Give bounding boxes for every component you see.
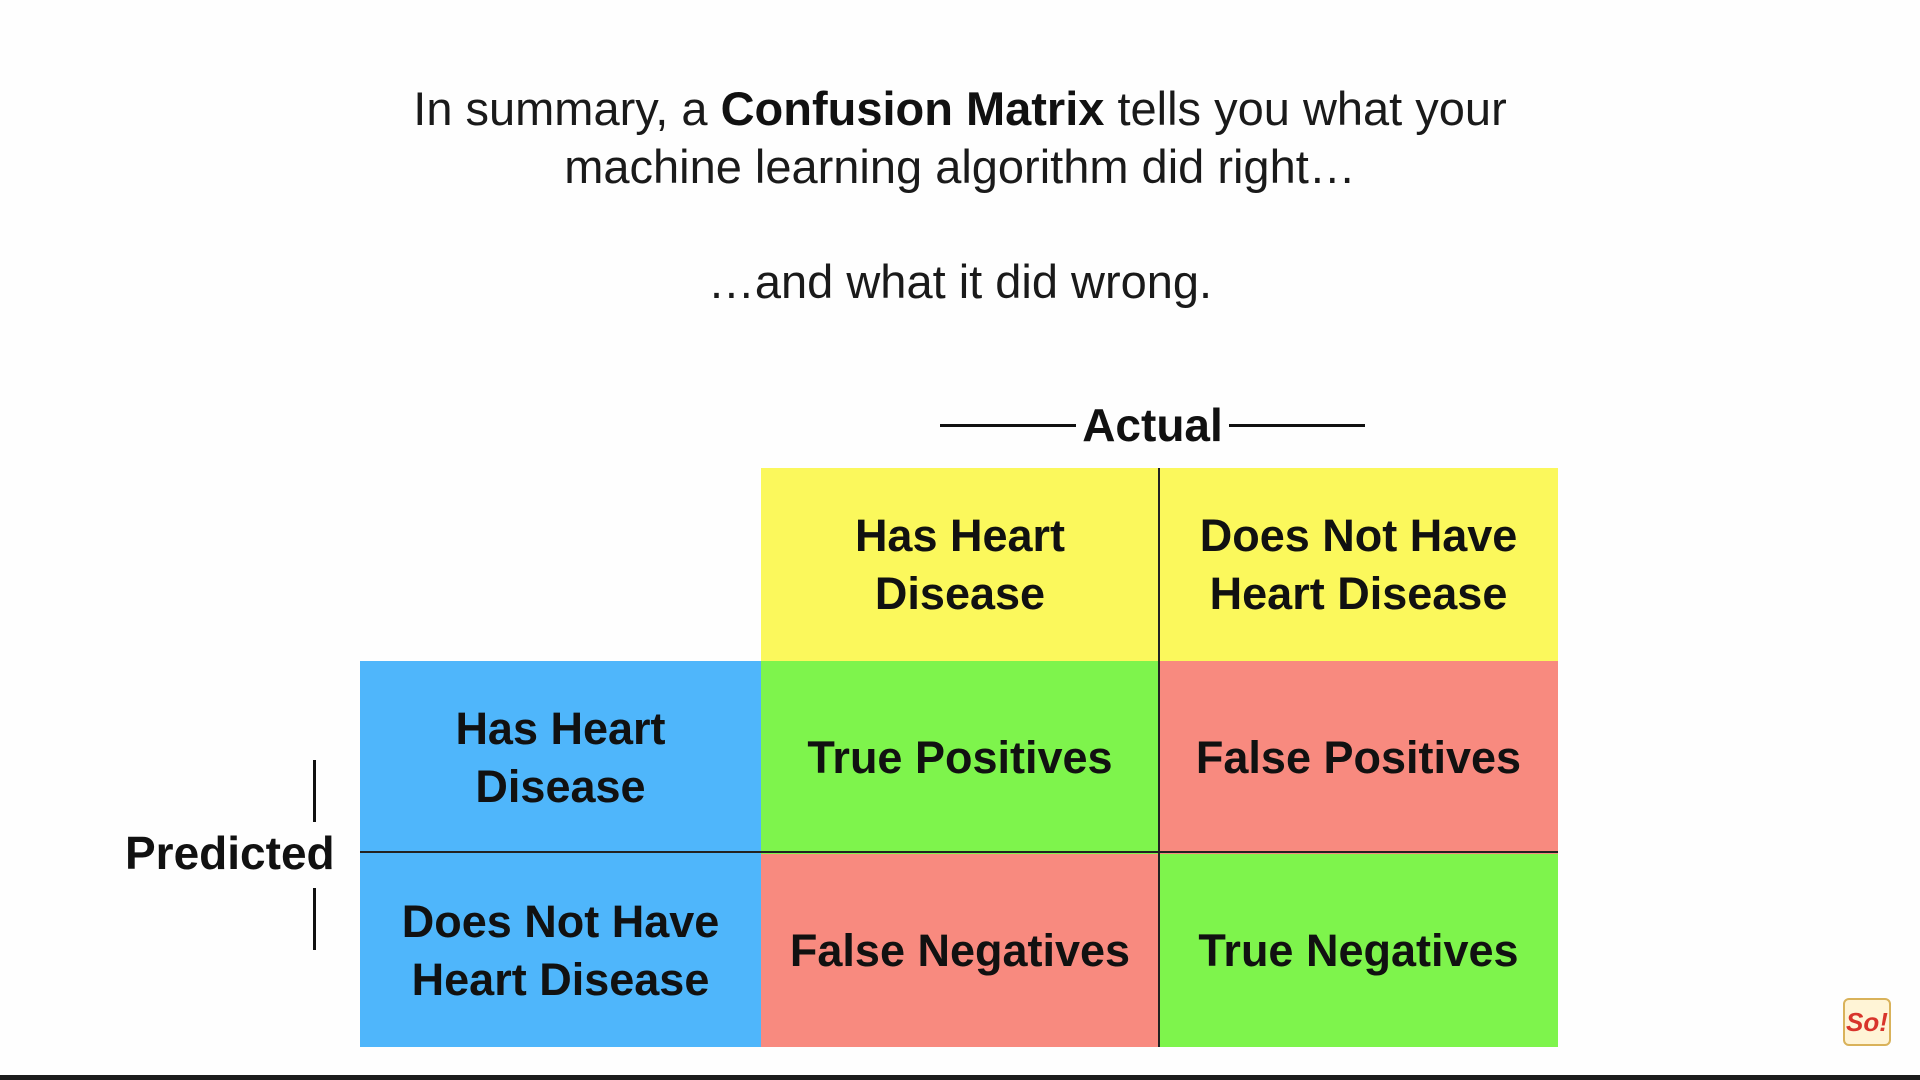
predicted-axis-label: Predicted xyxy=(125,827,335,879)
column-header-has-heart-disease: Has Heart Disease xyxy=(761,468,1159,661)
grid-divider-vertical xyxy=(1158,468,1160,1047)
cell-false-positives: False Positives xyxy=(1159,661,1558,854)
summary-post: tells you what your xyxy=(1104,82,1507,135)
summary-line-2: machine learning algorithm did right… xyxy=(564,140,1356,193)
channel-logo-text: So! xyxy=(1846,1006,1888,1037)
row-header-label: Does Not Have Heart Disease xyxy=(401,895,720,1005)
cell-false-negatives: False Negatives xyxy=(761,854,1159,1047)
grid-divider-horizontal xyxy=(360,851,1558,853)
actual-left-rule xyxy=(940,423,1077,427)
actual-axis-label: Actual xyxy=(1082,399,1223,451)
bottom-bar xyxy=(0,1075,1920,1080)
row-header-label: Has Heart Disease xyxy=(455,702,666,812)
actual-right-rule xyxy=(1228,423,1365,427)
column-header-label: Has Heart Disease xyxy=(854,509,1066,619)
summary-line-3: …and what it did wrong. xyxy=(707,255,1213,308)
summary-text: In summary, a Confusion Matrix tells you… xyxy=(0,80,1920,196)
predicted-lower-rule xyxy=(313,888,316,950)
predicted-upper-rule xyxy=(313,760,316,822)
row-header-has-heart-disease: Has Heart Disease xyxy=(360,661,761,854)
cell-true-negatives: True Negatives xyxy=(1159,854,1558,1047)
row-header-does-not-have-heart-disease: Does Not Have Heart Disease xyxy=(360,854,761,1047)
column-header-label: Does Not Have Heart Disease xyxy=(1199,509,1518,619)
column-header-does-not-have-heart-disease: Does Not Have Heart Disease xyxy=(1159,468,1558,661)
cell-true-positives: True Positives xyxy=(761,661,1159,854)
channel-logo: So! xyxy=(1843,998,1891,1046)
summary-bold-term: Confusion Matrix xyxy=(720,82,1105,135)
actual-axis-label-group: Actual xyxy=(940,395,1365,455)
summary-pre: In summary, a xyxy=(413,82,721,135)
